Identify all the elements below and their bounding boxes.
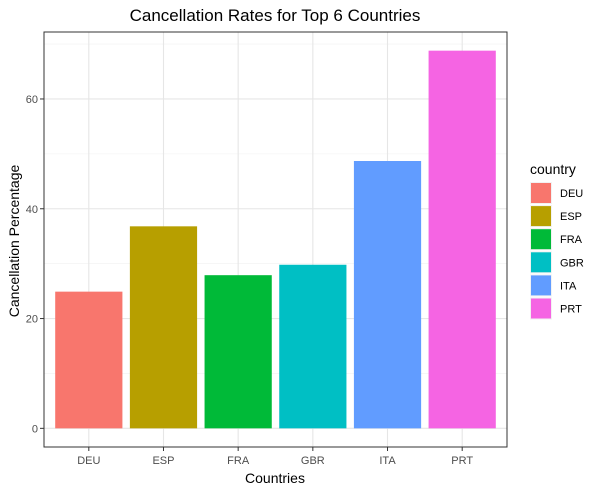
plot-border: [43, 31, 508, 448]
legend-swatch-fra: [531, 229, 551, 250]
legend-label: GBR: [560, 257, 584, 269]
x-tick-label: ITA: [379, 455, 396, 467]
legend-label: FRA: [560, 234, 583, 246]
y-tick-label: 0: [32, 423, 38, 435]
x-axis-label: Countries: [245, 470, 305, 486]
x-tick-label: PRT: [451, 455, 473, 467]
legend-swatch-esp: [531, 206, 551, 227]
chart-title: Cancellation Rates for Top 6 Countries: [130, 6, 421, 25]
x-tick-label: DEU: [77, 455, 100, 467]
legend-swatch-deu: [531, 183, 551, 203]
legend-label: DEU: [560, 188, 583, 200]
legend-label: PRT: [560, 304, 582, 316]
legend-label: ITA: [560, 280, 577, 292]
bar-fra: [204, 275, 272, 429]
bar-gbr: [279, 264, 347, 429]
bar-ita: [353, 161, 422, 429]
legend: country DEU ESP FRA GBR ITA PRT: [530, 161, 584, 320]
legend-label: ESP: [560, 211, 582, 223]
x-tick-label: ESP: [152, 455, 174, 467]
legend-swatch-gbr: [531, 252, 551, 273]
legend-title: country: [530, 161, 576, 177]
y-tick-label: 60: [26, 94, 38, 106]
bar-prt: [428, 50, 496, 429]
bar-deu: [55, 291, 123, 429]
y-axis-label: Cancellation Percentage: [6, 165, 22, 318]
x-tick-label: GBR: [301, 455, 325, 467]
legend-swatch-ita: [531, 275, 551, 296]
legend-swatch-prt: [531, 298, 551, 319]
x-tick-label: FRA: [227, 455, 250, 467]
y-tick-label: 20: [26, 314, 38, 326]
bar-esp: [129, 226, 198, 429]
y-tick-label: 40: [26, 204, 38, 216]
